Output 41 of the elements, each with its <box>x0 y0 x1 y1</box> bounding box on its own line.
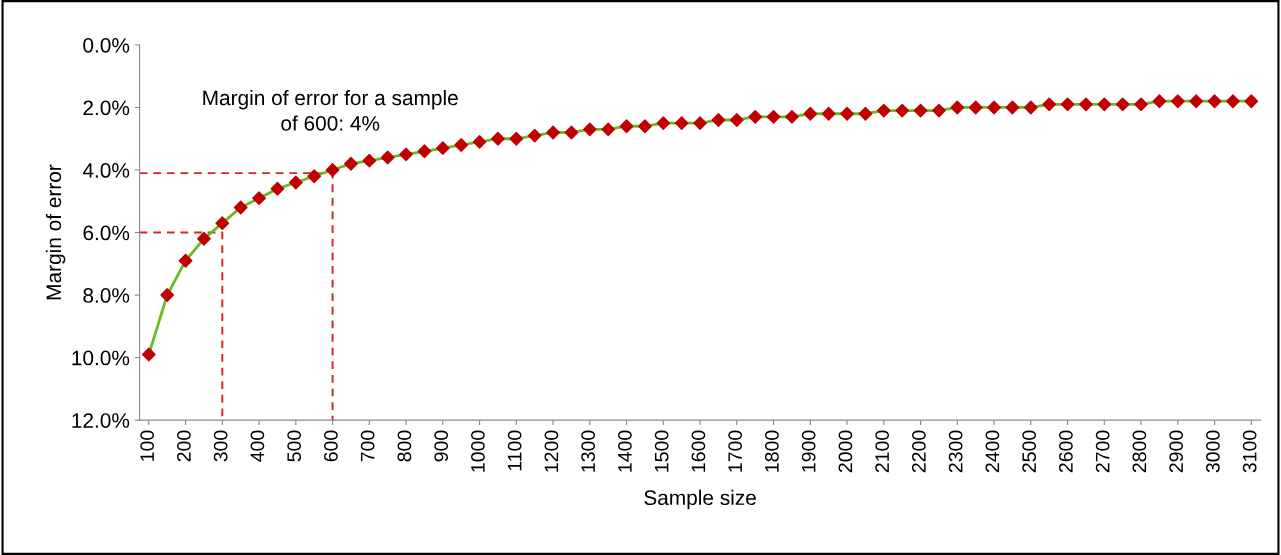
x-tick-label: 1600 <box>691 430 706 472</box>
x-tick-label: 2500 <box>1022 430 1037 473</box>
x-tick-label: 2700 <box>1095 430 1110 473</box>
y-tick-label: 4.0% <box>82 163 130 178</box>
x-axis-title: Sample size <box>644 489 756 510</box>
x-tick-label: 2800 <box>1132 430 1147 473</box>
x-tick-label: 2300 <box>948 430 963 473</box>
x-tick-label: 2600 <box>1059 430 1073 473</box>
y-tick-label: 0.0% <box>83 37 130 53</box>
x-tick-label: 700 <box>360 430 375 462</box>
x-tick-label: 2100 <box>875 430 890 473</box>
x-tick-label: 1200 <box>544 430 559 472</box>
x-tick-label: 300 <box>213 430 228 462</box>
x-tick-label: 600 <box>324 430 338 462</box>
x-tick-label: 1300 <box>581 430 596 472</box>
y-tick-label: 2.0% <box>83 100 130 116</box>
x-tick-label: 2400 <box>985 430 1000 473</box>
x-tick-label: 800 <box>397 430 412 462</box>
x-tick-label: 1900 <box>801 430 816 472</box>
y-axis-title: Margin of error <box>45 164 66 300</box>
y-tick-label: 8.0% <box>83 288 130 303</box>
x-tick-label: 3100 <box>1242 430 1257 473</box>
y-tick-label: 12.0% <box>72 413 130 428</box>
y-tick-label: 10.0% <box>72 350 130 366</box>
x-tick-label: 2900 <box>1169 430 1184 473</box>
x-tick-label: 900 <box>434 430 449 462</box>
x-tick-label: 1100 <box>507 430 522 471</box>
x-tick-label: 1000 <box>471 430 485 472</box>
x-tick-label: 2200 <box>912 430 926 473</box>
x-tick-label: 1700 <box>728 430 743 472</box>
x-tick-label: 2000 <box>838 430 853 473</box>
x-tick-label: 1500 <box>654 430 669 472</box>
x-tick-label: 500 <box>287 430 302 462</box>
y-tick-label: 6.0% <box>83 225 130 241</box>
x-tick-label: 100 <box>140 430 155 461</box>
x-tick-label: 3000 <box>1206 430 1220 473</box>
x-tick-label: 200 <box>177 430 191 462</box>
x-tick-label: 1800 <box>765 430 779 472</box>
x-tick-label: 1400 <box>618 430 632 472</box>
x-tick-label: 400 <box>250 430 265 462</box>
annotation: Margin of error for a sample of 600: 4% <box>203 89 458 131</box>
